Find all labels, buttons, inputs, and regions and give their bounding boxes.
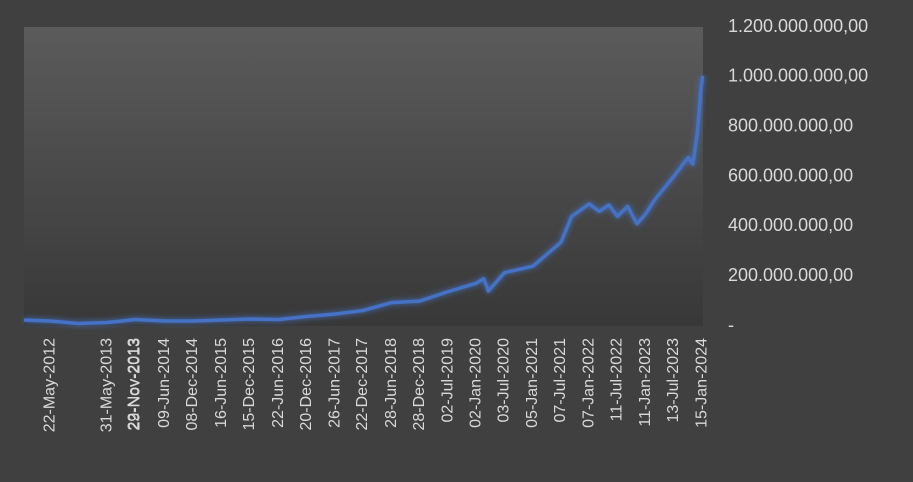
x-tick-label: 05-Jan-2021 bbox=[524, 338, 541, 428]
x-tick-label: 02-Jul-2019 bbox=[439, 338, 456, 423]
y-tick-label: 1.000.000.000,00 bbox=[728, 66, 868, 86]
x-tick-label: 11-Jul-2022 bbox=[609, 338, 626, 421]
x-tick-label: 20-Dec-2016 bbox=[298, 338, 315, 431]
plot-area bbox=[24, 27, 703, 326]
x-tick-label: 16-Jun-2015 bbox=[213, 338, 230, 428]
x-tick-label: 26-Jun-2017 bbox=[327, 338, 344, 428]
y-tick-label: 1.200.000.000,00 bbox=[728, 16, 868, 36]
x-tick-label: 03-Jul-2020 bbox=[496, 338, 513, 423]
x-tick-label: 09-Jun-2014 bbox=[156, 338, 173, 428]
line bbox=[23, 75, 705, 326]
y-tick-label: 200.000.000,00 bbox=[728, 265, 853, 285]
y-tick-label: 600.000.000,00 bbox=[728, 165, 853, 185]
x-tick-label: 13-Jul-2023 bbox=[665, 338, 682, 423]
x-tick-label: 15-Dec-2015 bbox=[241, 338, 258, 431]
y-tick-label: 800.000.000,00 bbox=[728, 115, 853, 135]
x-tick-label: 29-Nov-2013 bbox=[127, 338, 144, 431]
x-tick-label: 28-Dec-2018 bbox=[411, 338, 428, 431]
x-tick-label: 15-Jan-2024 bbox=[693, 338, 710, 428]
x-tick-label: 08-Dec-2014 bbox=[184, 338, 201, 431]
x-tick-label: 22-Nov-2013 bbox=[126, 338, 143, 431]
y-tick-label: 400.000.000,00 bbox=[728, 215, 853, 235]
x-tick-label: 07-Jan-2022 bbox=[580, 338, 597, 428]
x-tick-label: 28-Jun-2018 bbox=[383, 338, 400, 428]
x-tick-label: 02-Jan-2020 bbox=[468, 338, 485, 428]
x-tick-label: 22-Jun-2016 bbox=[270, 338, 287, 428]
x-tick-label: 31-May-2013 bbox=[99, 338, 116, 432]
x-tick-label: 22-May-2012 bbox=[41, 338, 58, 432]
x-tick-label: 11-Jan-2023 bbox=[637, 338, 654, 427]
y-tick-label: - bbox=[728, 315, 734, 335]
x-tick-label: 22-Dec-2017 bbox=[354, 338, 371, 431]
x-tick-label: 07-Jul-2021 bbox=[552, 338, 569, 423]
